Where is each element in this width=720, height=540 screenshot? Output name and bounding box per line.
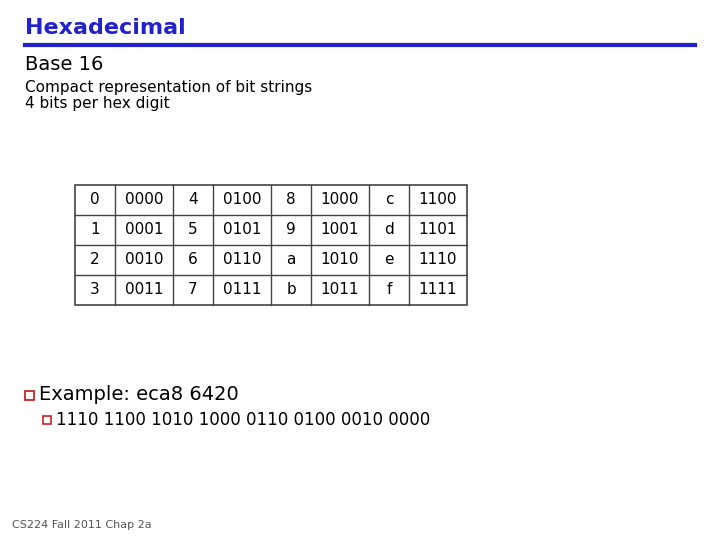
Text: 7: 7	[188, 282, 198, 298]
Text: 0001: 0001	[125, 222, 163, 238]
Text: d: d	[384, 222, 394, 238]
Text: f: f	[387, 282, 392, 298]
Text: e: e	[384, 253, 394, 267]
Text: 1011: 1011	[320, 282, 359, 298]
Text: 3: 3	[90, 282, 100, 298]
Text: 6: 6	[188, 253, 198, 267]
Text: 1001: 1001	[320, 222, 359, 238]
Text: CS224 Fall 2011 Chap 2a: CS224 Fall 2011 Chap 2a	[12, 520, 152, 530]
Bar	[25, 390, 34, 400]
Text: 1000: 1000	[320, 192, 359, 207]
Text: Hexadecimal: Hexadecimal	[25, 18, 186, 38]
Text: Base 16: Base 16	[25, 55, 104, 74]
Text: Example: eca8 6420: Example: eca8 6420	[39, 386, 239, 404]
Bar	[43, 416, 51, 424]
Text: 0010: 0010	[125, 253, 163, 267]
Text: 8: 8	[286, 192, 296, 207]
Text: Compact representation of bit strings: Compact representation of bit strings	[25, 80, 312, 95]
Text: 1: 1	[90, 222, 100, 238]
Text: 4: 4	[188, 192, 198, 207]
Bar	[75, 185, 467, 305]
Text: 1101: 1101	[419, 222, 457, 238]
Text: 4 bits per hex digit: 4 bits per hex digit	[25, 96, 170, 111]
Text: 0: 0	[90, 192, 100, 207]
Text: 0110: 0110	[222, 253, 261, 267]
Text: 0000: 0000	[125, 192, 163, 207]
Text: 1110: 1110	[419, 253, 457, 267]
Text: 0100: 0100	[222, 192, 261, 207]
Text: 1100: 1100	[419, 192, 457, 207]
Text: c: c	[384, 192, 393, 207]
Text: 5: 5	[188, 222, 198, 238]
Text: a: a	[287, 253, 296, 267]
Text: 0101: 0101	[222, 222, 261, 238]
Text: 0011: 0011	[125, 282, 163, 298]
Text: 9: 9	[286, 222, 296, 238]
Text: 1111: 1111	[419, 282, 457, 298]
Text: 0111: 0111	[222, 282, 261, 298]
Text: 2: 2	[90, 253, 100, 267]
Text: 1010: 1010	[320, 253, 359, 267]
Text: b: b	[286, 282, 296, 298]
Text: 1110 1100 1010 1000 0110 0100 0010 0000: 1110 1100 1010 1000 0110 0100 0010 0000	[56, 411, 431, 429]
